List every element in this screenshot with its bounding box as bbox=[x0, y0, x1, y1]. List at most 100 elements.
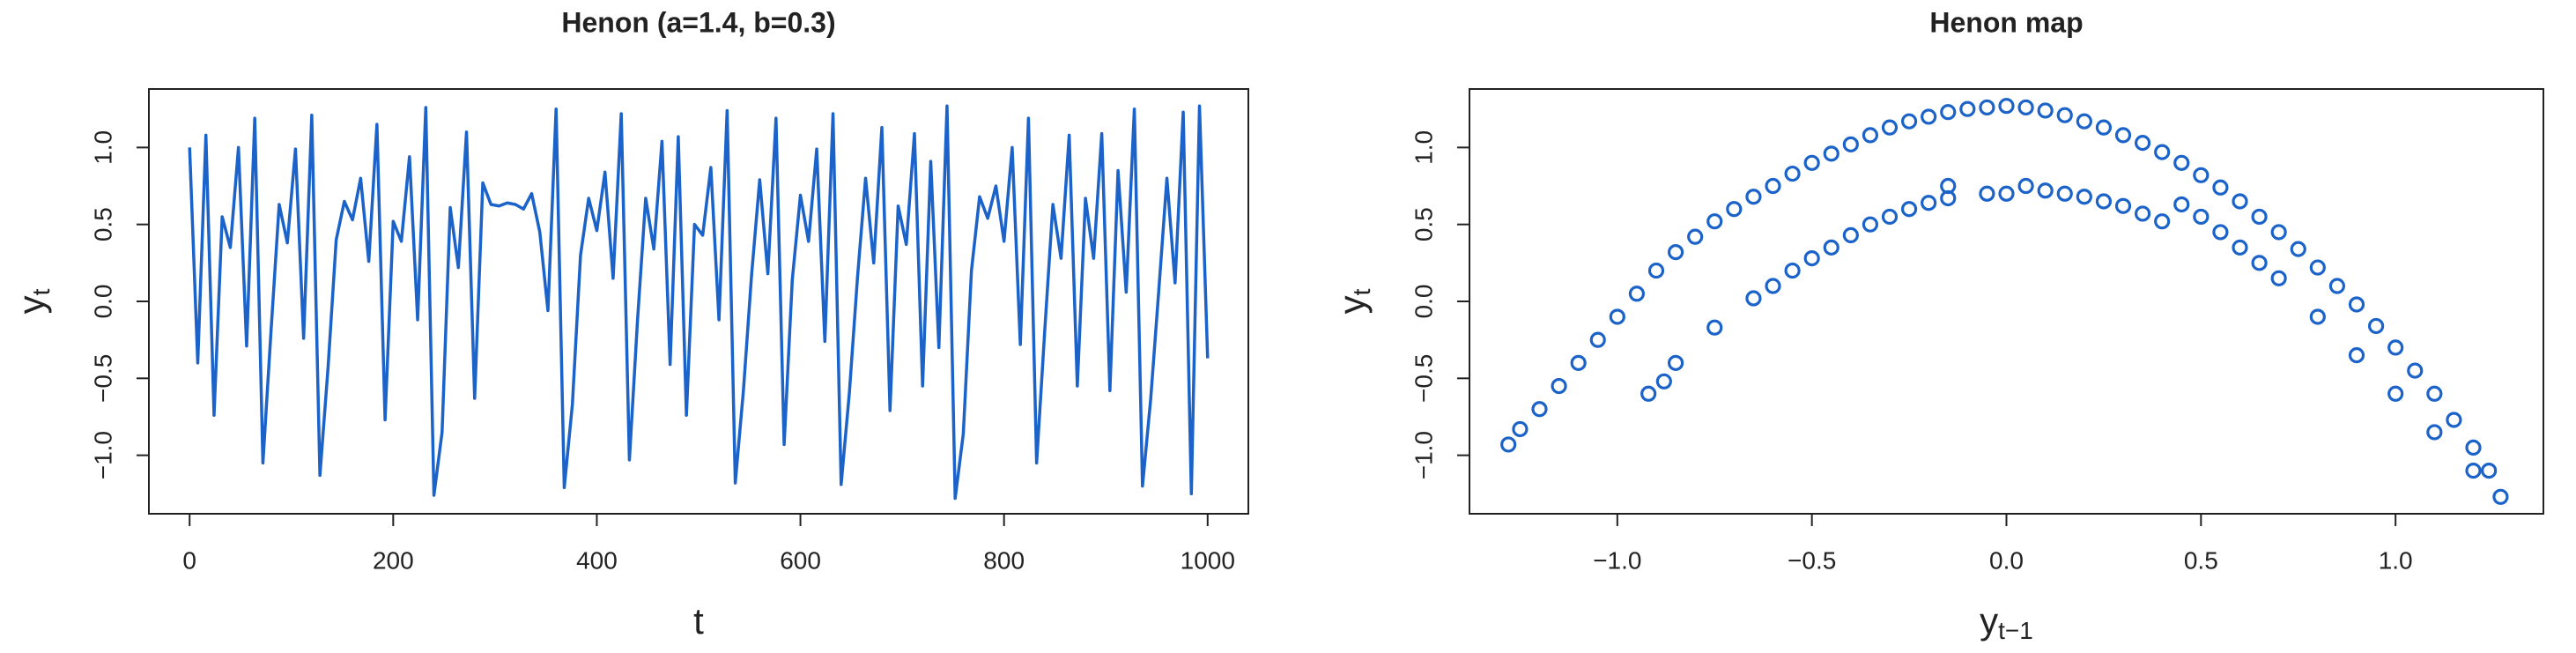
plot-frame bbox=[1469, 88, 2544, 515]
x-tick-label: −0.5 bbox=[1788, 546, 1836, 574]
scatter-point bbox=[1823, 239, 1839, 256]
x-tick-label: 0.5 bbox=[2184, 546, 2218, 574]
scatter-point bbox=[1687, 228, 1704, 245]
scatter-point bbox=[2387, 339, 2404, 356]
scatter-point bbox=[2134, 205, 2151, 222]
scatter-point bbox=[1531, 401, 1548, 418]
scatter-point bbox=[1900, 201, 1918, 218]
scatter-point bbox=[1551, 377, 1567, 395]
chart-title: Henon (a=1.4, b=0.3) bbox=[561, 6, 835, 38]
scatter-point bbox=[1628, 286, 1646, 302]
scatter-point bbox=[2114, 127, 2132, 144]
scatter-point bbox=[2037, 102, 2054, 119]
scatter-point bbox=[2251, 255, 2268, 271]
scatter-point bbox=[1940, 177, 1957, 195]
scatter-point bbox=[1803, 154, 1820, 171]
x-axis-label-main: y bbox=[1980, 600, 1998, 642]
y-tick-label: 0.5 bbox=[1410, 207, 1437, 241]
scatter-point bbox=[2309, 308, 2326, 325]
scatter-point bbox=[1640, 385, 1657, 402]
scatter-point bbox=[1706, 319, 1723, 336]
y-axis-label-sub: t bbox=[1348, 288, 1375, 295]
scatter-point bbox=[2446, 412, 2462, 428]
scatter-point bbox=[2251, 208, 2268, 226]
scatter-point bbox=[2056, 107, 2073, 123]
scatter-point bbox=[1765, 177, 1781, 195]
scatter-point bbox=[1647, 262, 1665, 279]
scatter-point bbox=[1667, 244, 1684, 261]
x-tick-label: 0 bbox=[182, 546, 196, 574]
scatter-point bbox=[1609, 308, 1625, 325]
y-axis-label-sub: t bbox=[27, 288, 55, 295]
scatter-point bbox=[2154, 144, 2171, 160]
scatter-point bbox=[2232, 239, 2248, 256]
scatter-point bbox=[1998, 185, 2015, 202]
scatter-point bbox=[2114, 197, 2132, 214]
scatter-point bbox=[1745, 290, 1762, 307]
scatter-point bbox=[2426, 385, 2443, 402]
x-tick-label: 1.0 bbox=[2379, 546, 2413, 574]
scatter-point bbox=[1784, 262, 1801, 279]
scatter-point bbox=[2367, 317, 2385, 335]
scatter-point bbox=[2309, 259, 2326, 276]
x-axis-label: yt−1 bbox=[1980, 600, 2033, 644]
scatter-point bbox=[2017, 177, 2034, 195]
x-tick-label: 1000 bbox=[1181, 546, 1235, 574]
scatter-point bbox=[2270, 270, 2287, 286]
scatter-point bbox=[2387, 385, 2404, 402]
scatter-point bbox=[1842, 226, 1859, 244]
scatter-point bbox=[2465, 463, 2482, 479]
scatter-point bbox=[2076, 113, 2092, 130]
scatter-point bbox=[2173, 154, 2190, 171]
x-tick-label: 0.0 bbox=[1989, 546, 2024, 574]
scatter-point bbox=[2173, 196, 2190, 213]
scatter-point bbox=[1667, 354, 1684, 371]
scatter-point bbox=[1862, 127, 1879, 144]
scatter-point bbox=[1745, 189, 1762, 205]
scatter-point bbox=[1784, 165, 1801, 182]
scatter-point bbox=[2095, 193, 2113, 210]
scatter-point bbox=[2212, 179, 2229, 196]
scatter-point bbox=[2492, 488, 2509, 505]
scatter-point bbox=[2134, 135, 2151, 152]
x-tick-label: 600 bbox=[780, 546, 821, 574]
scatter-point bbox=[2095, 119, 2113, 136]
scatter-point bbox=[2348, 296, 2365, 313]
scatter-point bbox=[1655, 373, 1672, 390]
y-tick-label: 1.0 bbox=[1410, 130, 1437, 165]
scatter-point bbox=[1940, 104, 1957, 121]
scatter-point bbox=[1979, 185, 1995, 202]
scatter-point bbox=[1589, 331, 1606, 348]
chart-title: Henon map bbox=[1929, 6, 2083, 38]
x-axis-label-sub: t−1 bbox=[1998, 617, 2033, 644]
scatter-point bbox=[2481, 463, 2498, 479]
x-axis-label-main: t bbox=[693, 600, 704, 642]
x-tick-label: −1.0 bbox=[1593, 546, 1641, 574]
scatter-point bbox=[2426, 424, 2443, 441]
x-axis-label: t bbox=[693, 600, 704, 642]
y-tick-label: −0.5 bbox=[1410, 354, 1437, 403]
y-tick-label: −1.0 bbox=[89, 431, 116, 479]
y-axis-label-main: y bbox=[1331, 295, 1373, 314]
scatter-point bbox=[2407, 362, 2424, 379]
scatter-point bbox=[2017, 99, 2034, 116]
scatter-point bbox=[1803, 250, 1820, 267]
scatter-point bbox=[1765, 278, 1781, 294]
y-tick-label: 0.0 bbox=[89, 285, 116, 319]
scatter-point bbox=[2212, 224, 2229, 241]
y-tick-label: 0.0 bbox=[1410, 285, 1437, 319]
scatter-point bbox=[1823, 145, 1839, 162]
y-axis-label: yt bbox=[11, 288, 55, 314]
scatter-point bbox=[2290, 241, 2306, 257]
scatter-point bbox=[2056, 185, 2073, 202]
y-tick-label: −0.5 bbox=[89, 354, 116, 403]
scatter-point bbox=[1959, 100, 1976, 117]
scatter-point bbox=[1500, 436, 1517, 453]
scatter-point bbox=[1881, 208, 1899, 226]
scatter-point bbox=[2270, 224, 2287, 241]
x-tick-label: 800 bbox=[983, 546, 1025, 574]
scatter-point bbox=[1726, 201, 1743, 218]
scatter-point bbox=[1570, 354, 1587, 371]
y-axis-label-main: y bbox=[11, 295, 52, 314]
